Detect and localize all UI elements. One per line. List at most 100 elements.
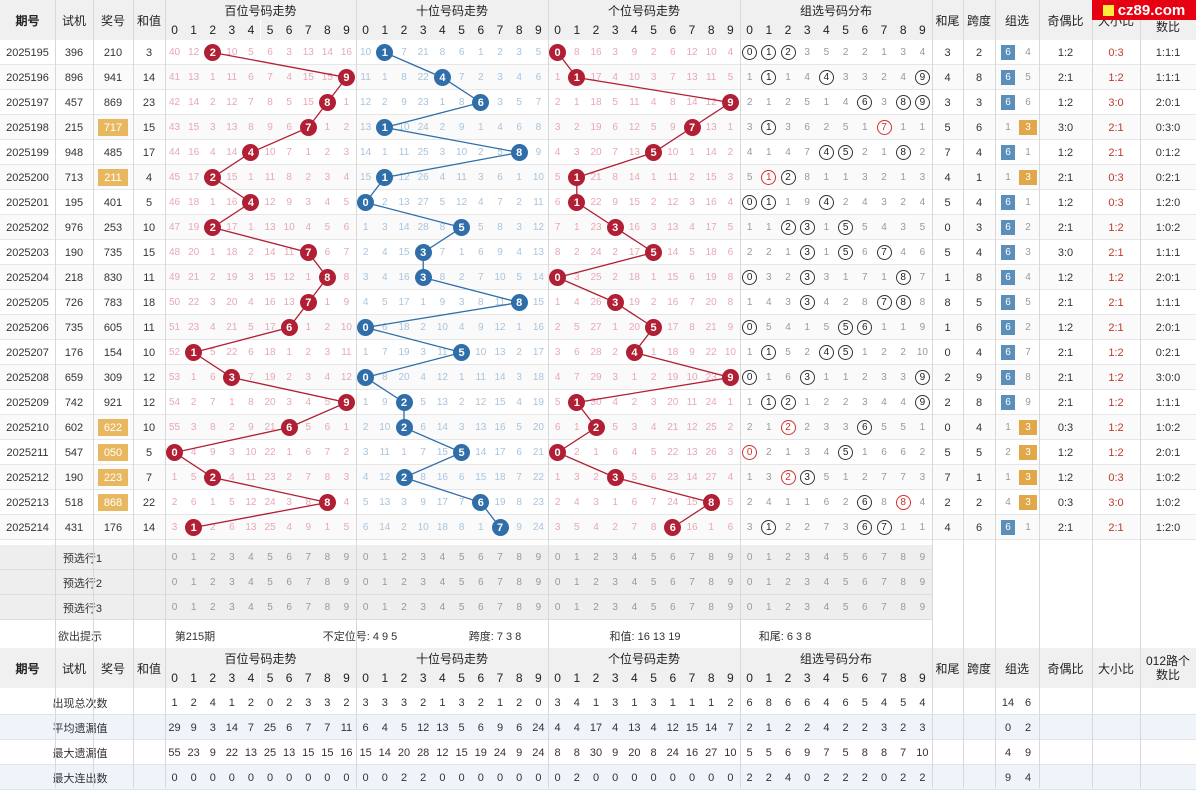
preset-digit[interactable]: 3: [804, 602, 810, 613]
preset-digit[interactable]: 5: [650, 577, 657, 588]
preset-digit[interactable]: 5: [650, 552, 657, 563]
preset-digit[interactable]: 4: [823, 602, 830, 613]
preset-digit[interactable]: 1: [574, 552, 580, 563]
preset-digit[interactable]: 7: [881, 577, 887, 588]
preset-digit[interactable]: 4: [631, 602, 638, 613]
preset-digit[interactable]: 7: [881, 602, 887, 613]
preset-digit[interactable]: 9: [919, 602, 926, 613]
preset-digit[interactable]: 3: [229, 552, 235, 563]
preset-digit[interactable]: 0: [746, 602, 753, 613]
preset-digit[interactable]: 0: [171, 602, 178, 613]
preset-digit[interactable]: 8: [516, 577, 522, 588]
preset-digit[interactable]: 4: [248, 577, 254, 588]
preset-digit[interactable]: 1: [382, 602, 388, 613]
preset-digit[interactable]: 2: [785, 577, 791, 588]
preset-digit[interactable]: 8: [708, 577, 714, 588]
preset-digit[interactable]: 1: [190, 552, 197, 563]
preset-digit[interactable]: 9: [727, 552, 734, 563]
preset-digit[interactable]: 9: [919, 577, 926, 588]
preset-digit[interactable]: 7: [689, 552, 695, 563]
preset-digit[interactable]: 2: [209, 602, 216, 613]
preset-digit[interactable]: 3: [420, 602, 426, 613]
header-period[interactable]: 期号: [0, 648, 55, 688]
preset-digit[interactable]: 2: [401, 552, 407, 563]
preset-digit[interactable]: 5: [842, 552, 849, 563]
preset-digit[interactable]: 6: [862, 577, 868, 588]
preset-digit[interactable]: 8: [708, 552, 714, 563]
preset-digit[interactable]: 2: [785, 552, 791, 563]
header-period[interactable]: 期号: [0, 0, 55, 40]
preset-digit[interactable]: 9: [727, 577, 734, 588]
preset-digit[interactable]: 7: [689, 577, 695, 588]
preset-digit[interactable]: 0: [362, 552, 369, 563]
preset-digit[interactable]: 4: [631, 577, 638, 588]
preset-digit[interactable]: 3: [612, 552, 618, 563]
preset-digit[interactable]: 2: [401, 602, 407, 613]
preset-digit[interactable]: 8: [900, 577, 906, 588]
preset-digit[interactable]: 3: [420, 577, 426, 588]
preset-digit[interactable]: 0: [362, 602, 369, 613]
preset-digit[interactable]: 7: [497, 602, 503, 613]
preset-digit[interactable]: 8: [324, 552, 331, 563]
preset-digit[interactable]: 5: [842, 577, 849, 588]
preset-digit[interactable]: 7: [497, 552, 503, 563]
preset-digit[interactable]: 3: [612, 602, 618, 613]
preset-digit[interactable]: 5: [267, 577, 273, 588]
preset-digit[interactable]: 1: [766, 577, 772, 588]
preset-digit[interactable]: 0: [171, 552, 178, 563]
preset-digit[interactable]: 7: [305, 552, 312, 563]
preset-digit[interactable]: 1: [766, 552, 772, 563]
preset-digit[interactable]: 6: [286, 602, 292, 613]
preset-digit[interactable]: 1: [574, 577, 580, 588]
preset-digit[interactable]: 9: [343, 552, 350, 563]
preset-digit[interactable]: 2: [593, 552, 599, 563]
preset-digit[interactable]: 8: [708, 602, 714, 613]
preset-digit[interactable]: 0: [362, 577, 369, 588]
preset-digit[interactable]: 9: [727, 602, 734, 613]
preset-digit[interactable]: 6: [286, 552, 292, 563]
preset-digit[interactable]: 8: [324, 577, 331, 588]
preset-digit[interactable]: 9: [535, 602, 542, 613]
preset-digit[interactable]: 6: [478, 577, 484, 588]
preset-digit[interactable]: 1: [382, 552, 388, 563]
preset-digit[interactable]: 0: [554, 552, 561, 563]
preset-digit[interactable]: 3: [229, 602, 235, 613]
preset-digit[interactable]: 4: [823, 577, 830, 588]
preset-digit[interactable]: 1: [574, 602, 580, 613]
preset-digit[interactable]: 5: [267, 602, 273, 613]
preset-digit[interactable]: 1: [190, 577, 197, 588]
preset-digit[interactable]: 6: [286, 577, 292, 588]
preset-digit[interactable]: 4: [439, 552, 446, 563]
preset-digit[interactable]: 2: [593, 577, 599, 588]
preset-digit[interactable]: 6: [478, 602, 484, 613]
preset-digit[interactable]: 3: [804, 552, 810, 563]
preset-digit[interactable]: 6: [670, 552, 676, 563]
preset-digit[interactable]: 2: [593, 602, 599, 613]
preset-digit[interactable]: 0: [171, 577, 178, 588]
preset-digit[interactable]: 7: [689, 602, 695, 613]
preset-digit[interactable]: 2: [401, 577, 407, 588]
preset-digit[interactable]: 6: [670, 602, 676, 613]
preset-digit[interactable]: 4: [823, 552, 830, 563]
preset-digit[interactable]: 9: [343, 602, 350, 613]
preset-digit[interactable]: 5: [458, 552, 465, 563]
preset-digit[interactable]: 5: [842, 602, 849, 613]
preset-digit[interactable]: 8: [900, 552, 906, 563]
preset-digit[interactable]: 0: [746, 552, 753, 563]
preset-digit[interactable]: 1: [190, 602, 197, 613]
preset-digit[interactable]: 4: [439, 577, 446, 588]
preset-digit[interactable]: 3: [229, 577, 235, 588]
preset-digit[interactable]: 4: [248, 602, 254, 613]
preset-digit[interactable]: 7: [881, 552, 887, 563]
preset-digit[interactable]: 2: [785, 602, 791, 613]
preset-digit[interactable]: 3: [612, 577, 618, 588]
preset-digit[interactable]: 8: [324, 602, 331, 613]
preset-digit[interactable]: 7: [305, 602, 312, 613]
preset-digit[interactable]: 5: [650, 602, 657, 613]
preset-digit[interactable]: 7: [497, 577, 503, 588]
preset-digit[interactable]: 2: [209, 552, 216, 563]
preset-digit[interactable]: 9: [343, 577, 350, 588]
preset-digit[interactable]: 6: [862, 552, 868, 563]
preset-digit[interactable]: 0: [746, 577, 753, 588]
preset-digit[interactable]: 0: [554, 602, 561, 613]
